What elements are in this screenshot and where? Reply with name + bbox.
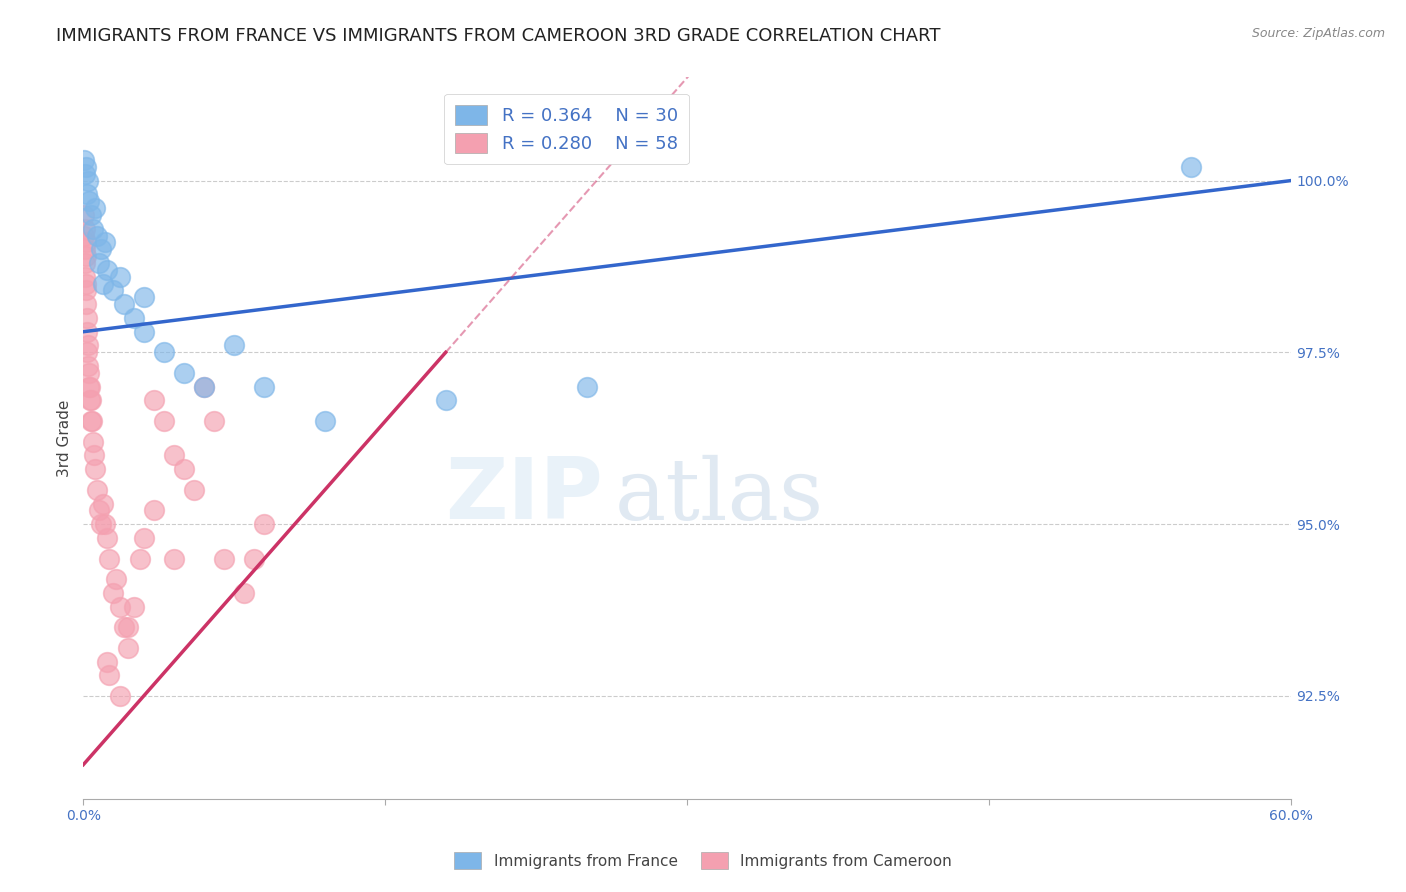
Point [84,462,107,476]
Point [76,338,98,352]
Point [212,551,235,566]
Point [79,393,101,408]
Point [132,290,155,304]
Point [86,228,108,243]
Point [153,414,176,428]
Point [77,173,100,187]
Point [80,414,103,428]
Point [75,277,97,291]
Point [75,167,97,181]
Point [253,380,276,394]
Point [108,599,131,614]
Point [86,483,108,497]
Point [108,269,131,284]
Point [76,345,98,359]
Point [75,269,97,284]
Point [224,338,246,352]
Point [79,194,101,209]
Y-axis label: 3rd Grade: 3rd Grade [58,400,72,477]
Point [94,517,117,532]
Point [73,153,96,167]
Point [193,380,215,394]
Point [82,434,104,449]
Point [94,235,117,250]
Legend: R = 0.364    N = 30, R = 0.280    N = 58: R = 0.364 N = 30, R = 0.280 N = 58 [444,94,689,164]
Point [132,325,155,339]
Point [80,208,103,222]
Point [103,284,125,298]
Point [82,221,104,235]
Text: IMMIGRANTS FROM FRANCE VS IMMIGRANTS FROM CAMEROON 3RD GRADE CORRELATION CHART: IMMIGRANTS FROM FRANCE VS IMMIGRANTS FRO… [56,27,941,45]
Point [173,462,195,476]
Point [163,551,186,566]
Point [202,414,225,428]
Point [98,551,121,566]
Point [93,497,115,511]
Point [89,503,111,517]
Point [193,380,215,394]
Point [243,551,266,566]
Point [75,297,97,311]
Point [76,310,98,325]
Point [122,599,145,614]
Point [112,297,135,311]
Point [75,160,97,174]
Point [73,221,96,235]
Point [98,668,121,682]
Text: atlas: atlas [614,454,824,538]
Point [103,586,125,600]
Point [90,517,112,532]
Point [96,263,118,277]
Point [96,655,118,669]
Point [76,187,98,202]
Point [122,310,145,325]
Point [314,414,336,428]
Point [1180,160,1202,174]
Point [128,551,150,566]
Text: Source: ZipAtlas.com: Source: ZipAtlas.com [1251,27,1385,40]
Point [80,393,103,408]
Point [253,517,276,532]
Point [575,380,598,394]
Point [75,256,97,270]
Text: ZIP: ZIP [446,455,603,538]
Point [132,531,155,545]
Point [183,483,205,497]
Point [104,572,127,586]
Legend: Immigrants from France, Immigrants from Cameroon: Immigrants from France, Immigrants from … [449,846,957,875]
Point [75,235,97,250]
Point [75,249,97,263]
Point [84,201,107,215]
Point [89,256,111,270]
Point [434,393,457,408]
Point [112,620,135,634]
Point [173,366,195,380]
Point [73,242,96,256]
Point [117,620,139,634]
Point [142,393,165,408]
Point [108,689,131,703]
Point [90,242,112,256]
Point [75,284,97,298]
Point [93,277,115,291]
Point [77,380,100,394]
Point [73,208,96,222]
Point [117,640,139,655]
Point [73,228,96,243]
Point [142,503,165,517]
Point [83,449,105,463]
Point [163,449,186,463]
Point [233,586,256,600]
Point [79,366,101,380]
Point [77,359,100,373]
Point [96,531,118,545]
Point [153,345,176,359]
Point [82,414,104,428]
Point [76,325,98,339]
Point [79,380,101,394]
